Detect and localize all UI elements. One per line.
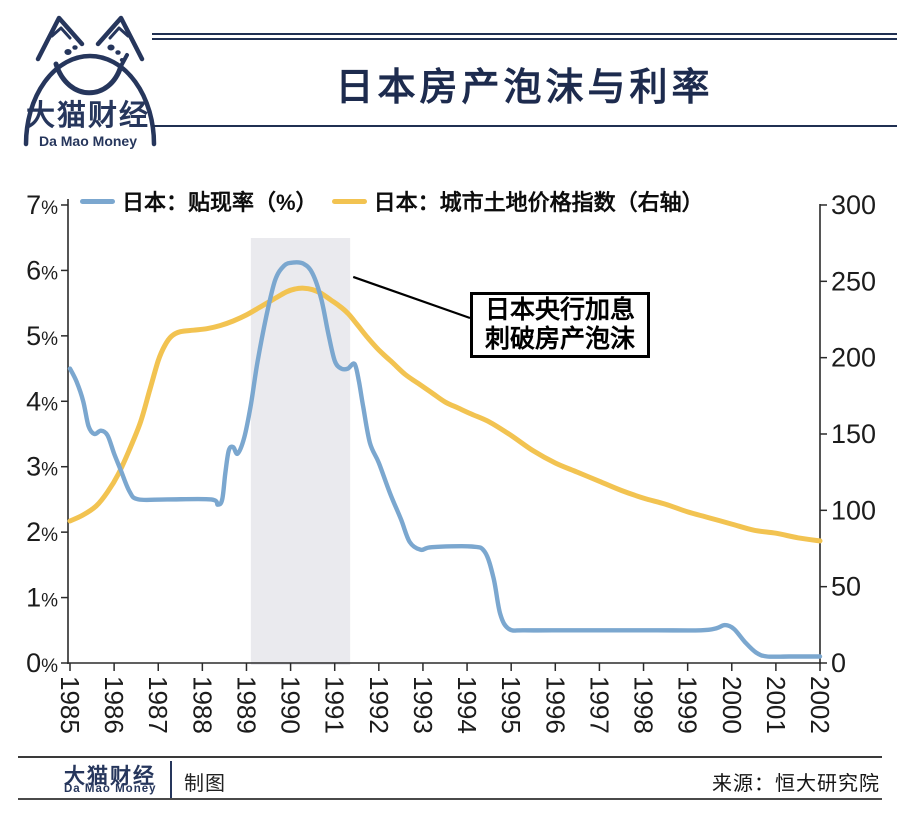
chart-legend: 日本：贴现率（%） 日本：城市土地价格指数（右轴）	[80, 186, 704, 216]
header-double-rule-2	[152, 38, 897, 40]
x-axis-tick-label: 1989	[231, 676, 261, 734]
left-axis-tick-label: 0%	[26, 648, 58, 678]
right-axis-tick-label: 150	[831, 419, 876, 449]
x-axis-tick-label: 2001	[761, 676, 791, 734]
legend-label-land-price: 日本：城市土地价格指数（右轴）	[373, 190, 704, 215]
legend-swatch	[331, 198, 367, 204]
legend-swatch	[80, 198, 115, 204]
x-axis-tick-label: 1999	[673, 676, 703, 734]
x-axis-tick-label: 2000	[717, 676, 747, 734]
annotation-callout: 日本央行加息 刺破房产泡沫	[470, 292, 650, 358]
header-bottom-rule	[152, 125, 897, 127]
footer-brand-cn: 大猫财经	[64, 765, 156, 788]
annotation-line-2: 刺破房产泡沫	[484, 325, 635, 353]
x-axis-tick-label: 1996	[540, 676, 570, 734]
series-line-1	[67, 285, 823, 544]
right-axis-tick-label: 50	[831, 572, 861, 602]
right-axis-tick-label: 100	[831, 495, 876, 525]
x-axis-tick-label: 1998	[629, 676, 659, 734]
footer-top-rule	[18, 756, 882, 758]
cat-left-eye	[64, 49, 72, 55]
header-double-rule-1	[152, 33, 897, 35]
x-axis-tick-label: 1992	[364, 676, 394, 734]
series-line-0	[67, 260, 823, 659]
x-axis-tick-label: 1991	[320, 676, 350, 734]
x-axis-tick-label: 1993	[408, 676, 438, 734]
left-axis-tick-label: 6%	[26, 255, 58, 285]
cat-head-outline	[23, 53, 157, 147]
cat-right-eye-dot2	[119, 58, 125, 62]
right-axis-tick-label: 250	[831, 266, 876, 296]
right-axis-tick-label: 200	[831, 343, 876, 373]
legend-item-land-price: 日本：城市土地价格指数（右轴）	[331, 185, 704, 217]
footer-brand-en: Da Mao Money	[64, 783, 157, 795]
legend-item-discount-rate: 日本：贴现率（%）	[80, 185, 318, 217]
x-axis-tick-label: 1994	[452, 676, 482, 734]
footer-credit: 制图	[184, 773, 226, 795]
left-axis-tick-label: 4%	[26, 386, 58, 416]
annotation-line-1: 日本央行加息	[484, 296, 635, 324]
x-axis-tick-label: 1988	[187, 676, 217, 734]
x-axis-tick-label: 2002	[805, 676, 835, 734]
cat-smile	[53, 61, 124, 96]
left-axis-tick-label: 7%	[26, 190, 58, 220]
cat-left-eye-dot	[72, 45, 78, 50]
cat-right-ear	[95, 15, 145, 62]
footer-divider	[170, 761, 172, 798]
left-axis-tick-group: 0% 1% 2% 3% 4% 5% 6% 7%	[26, 190, 68, 678]
x-axis-tick-label: 1995	[496, 676, 526, 734]
cat-right-eye	[107, 44, 115, 51]
x-axis-tick-label: 1987	[143, 676, 173, 734]
footer-bottom-rule	[18, 798, 882, 800]
x-axis-tick-label: 1986	[99, 676, 129, 734]
cat-logo-icon: 大猫财经 Da Mao Money	[23, 15, 157, 149]
right-axis-tick-label: 300	[831, 190, 876, 220]
x-axis-tick-label: 1985	[55, 676, 85, 734]
legend-label-discount-rate: 日本：贴现率（%）	[122, 190, 318, 215]
left-axis-tick-label: 1%	[26, 583, 58, 613]
page-title: 日本房产泡沫与利率	[335, 66, 714, 109]
left-axis-tick-label: 5%	[26, 321, 58, 351]
brand-name-cn: 大猫财经	[26, 98, 150, 132]
cat-left-ear-inner	[50, 26, 72, 40]
right-axis-tick-label: 0	[831, 648, 846, 678]
left-axis-tick-label: 2%	[26, 517, 58, 547]
x-axis-tick-label: 1997	[584, 676, 614, 734]
footer-source: 来源：恒大研究院	[712, 773, 880, 795]
cat-left-ear	[35, 15, 85, 62]
right-axis-tick-group: 0 50 100 150 200 250 300	[820, 190, 876, 678]
x-axis-tick-label: 1990	[276, 676, 306, 734]
cat-right-eye-dot	[115, 50, 121, 55]
cat-right-ear-inner	[108, 26, 130, 40]
x-axis-tick-group: 1985 1986 1987 1988 1989 1990 1991 1992 1993 1994…	[55, 663, 835, 734]
brand-logo: 大猫财经 Da Mao Money	[18, 4, 162, 154]
brand-name-en: Da Mao Money	[39, 133, 137, 149]
annotation-pointer-line	[352, 275, 471, 320]
left-axis-tick-label: 3%	[26, 452, 58, 482]
